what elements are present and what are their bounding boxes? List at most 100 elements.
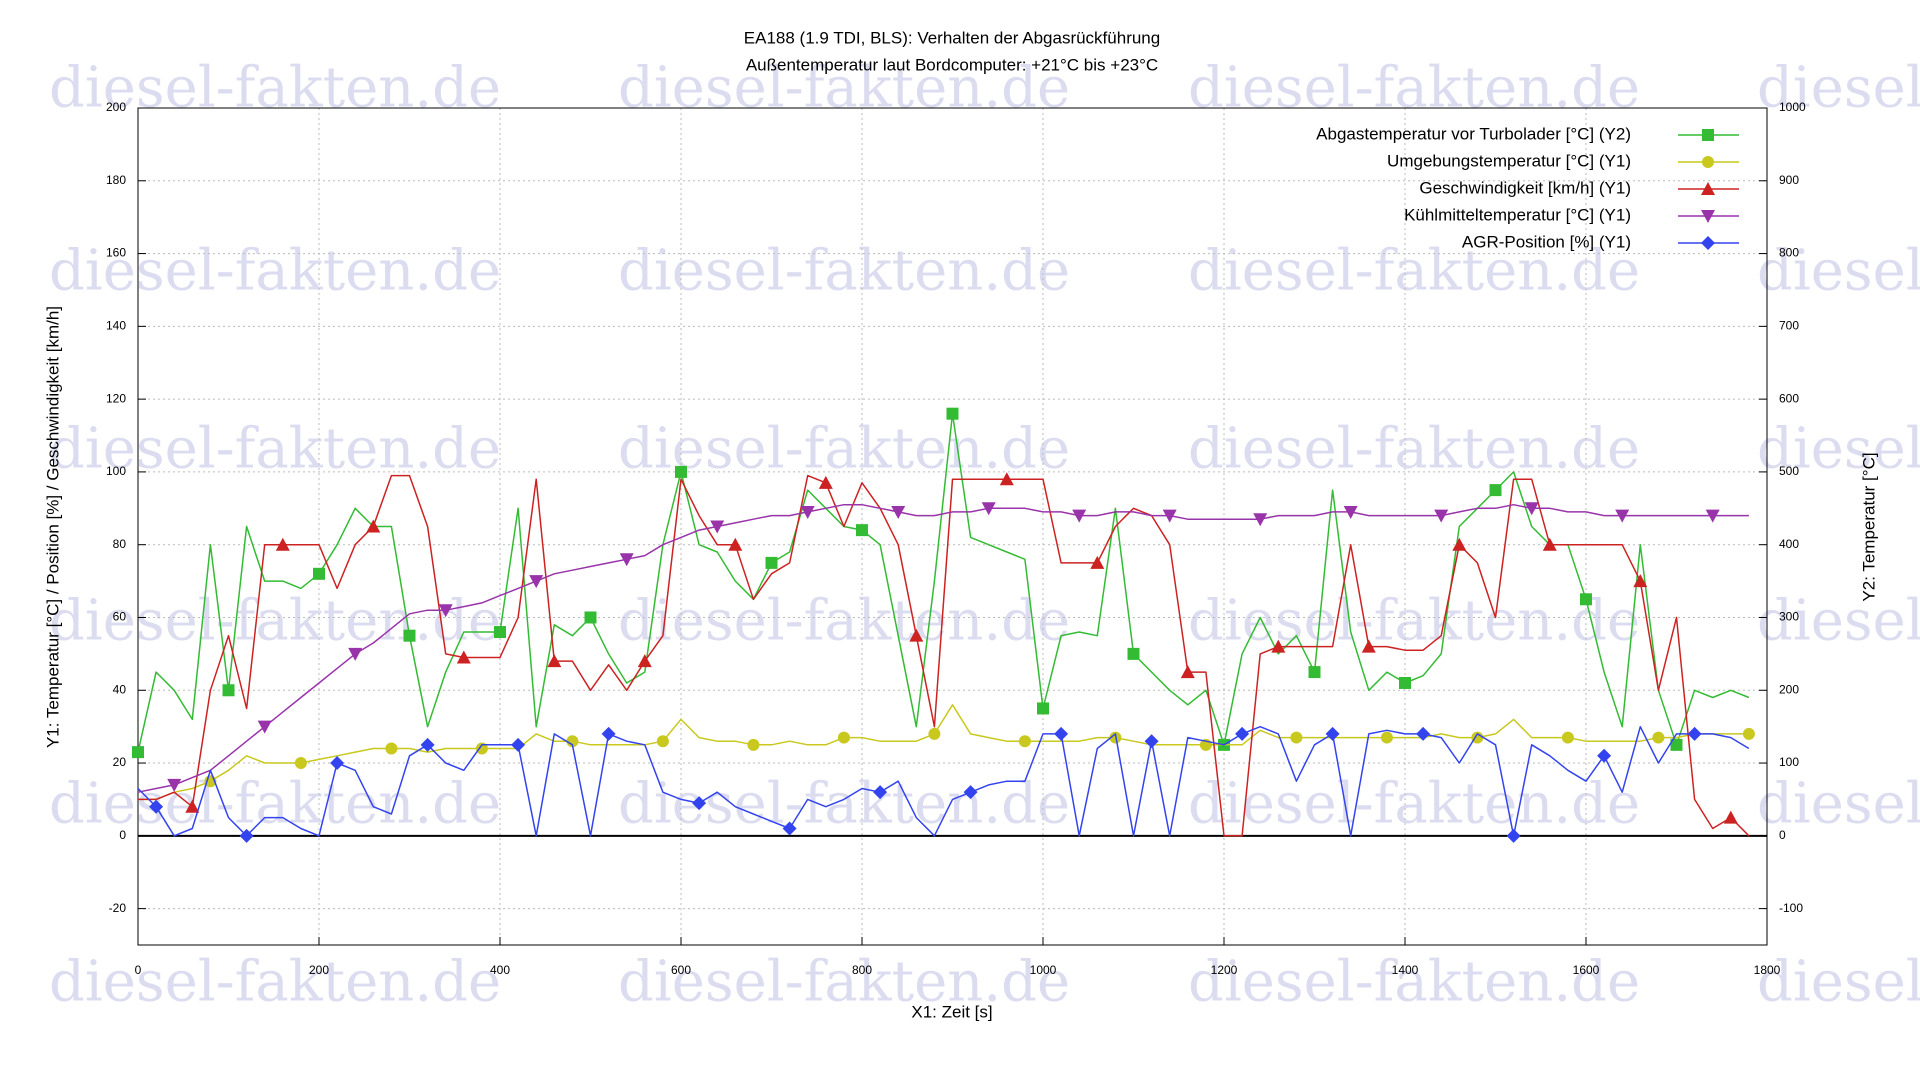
watermark: diesel-fakten.de [618,589,1070,654]
y-axis-label: Y1: Temperatur [°C] / Position [%] / Ges… [43,306,62,748]
watermark: diesel-fakten.de [49,772,501,837]
y-tick-label: 100 [106,464,126,478]
chart-title: EA188 (1.9 TDI, BLS): Verhalten der Abga… [744,28,1160,47]
marker [1090,555,1105,569]
marker [1235,726,1250,741]
marker [999,472,1014,486]
series-line [137,503,1749,793]
watermark: diesel-fakten.de [1188,589,1640,654]
watermark: diesel-fakten.de [618,950,1070,1015]
marker [1399,676,1411,689]
watermarks: diesel-fakten.de diesel-fakten.de diesel-f… [49,56,1920,1015]
watermark: diesel-fakten.de [1757,772,1920,837]
marker [1489,484,1502,497]
watermark: diesel-fakten.de [1188,239,1640,304]
marker [511,737,526,752]
marker [1180,665,1195,679]
plot-frame [137,107,1768,946]
marker [800,505,815,519]
marker [656,735,669,748]
marker [1308,666,1321,679]
marker [1054,726,1069,741]
marker [366,519,381,533]
marker [1253,513,1268,527]
marker [1615,509,1630,523]
y-tick-label: 40 [113,682,127,696]
series-line [138,474,1750,837]
y2-axis-label: Y2: Temperatur [°C] [1859,452,1878,601]
y2-tick-label: -100 [1779,901,1803,915]
series-line [137,725,1750,837]
legend-label: Geschwindigkeit [km/h] (Y1) [1419,178,1631,197]
y2-tick-label: 1000 [1779,100,1806,114]
watermark: diesel-fakten.de [618,239,1070,304]
series [138,472,1750,837]
marker [566,735,579,748]
x-tick-label: 200 [309,963,329,977]
x-tick-label: 600 [671,963,691,977]
marker [873,785,888,800]
marker [275,537,290,551]
marker [837,731,850,744]
y2-tick-label: 600 [1779,391,1799,405]
watermark: diesel-fakten.de [1757,950,1920,1015]
watermark: diesel-fakten.de [49,56,501,121]
marker [149,799,164,814]
legend-label: AGR-Position [%] (Y1) [1462,232,1631,251]
y-tick-label: 200 [106,100,126,114]
y2-tick-label: 300 [1779,610,1799,624]
legend-label: Umgebungstemperatur [°C] (Y1) [1387,151,1631,170]
y-tick-label: 60 [113,610,127,624]
y-tick-label: 120 [106,391,126,405]
y-tick-label: 80 [113,537,127,551]
watermark: diesel-fakten.de [49,950,501,1015]
marker [330,756,345,771]
marker [1271,639,1286,653]
marker [1144,734,1159,749]
watermark: diesel-fakten.de [618,56,1070,121]
watermark: diesel-fakten.de [1188,950,1640,1015]
y2-tick-label: 100 [1779,755,1799,769]
marker [1127,647,1140,660]
x-tick-label: 1800 [1754,963,1781,977]
marker [1162,509,1177,523]
marker [1652,731,1665,744]
x-tick-label: 0 [135,963,142,977]
marker [1542,537,1557,551]
marker [1742,727,1755,740]
marker [1452,537,1467,551]
marker [1524,502,1539,516]
y2-tick-label: 800 [1779,246,1799,260]
series [138,704,1755,801]
marker [782,821,797,836]
marker [1434,509,1449,523]
marker [963,785,978,800]
x-tick-label: 1400 [1392,963,1419,977]
series [137,502,1749,793]
marker [728,537,743,551]
marker [692,796,707,811]
marker [1416,726,1431,741]
watermark: diesel-fakten.de [1757,589,1920,654]
marker [1343,505,1358,519]
marker [765,556,778,569]
y2-tick-label: 500 [1779,464,1799,478]
x-tick-label: 1200 [1211,963,1238,977]
marker [294,757,307,770]
watermark: diesel-fakten.de [1757,417,1920,482]
marker [1072,509,1087,523]
marker [239,828,254,843]
marker [257,720,272,734]
marker [1701,210,1715,223]
watermark: diesel-fakten.de [49,417,501,482]
marker [601,726,616,741]
x-tick-label: 1000 [1030,963,1057,977]
marker [1633,574,1648,588]
marker [222,684,235,697]
y-tick-label: -20 [109,901,127,915]
marker [1561,731,1574,744]
marker [619,553,634,567]
y2-tick-label: 900 [1779,173,1799,187]
marker [891,505,906,519]
